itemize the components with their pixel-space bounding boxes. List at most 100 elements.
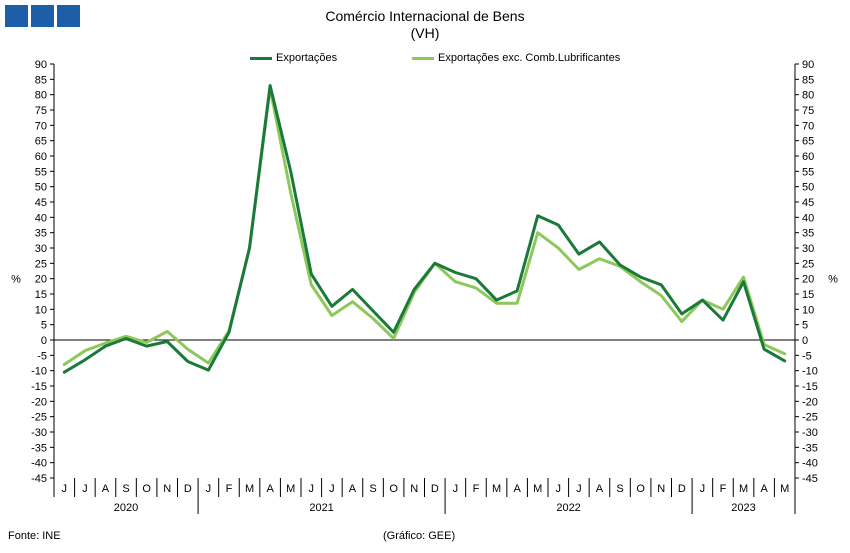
y-tick-label-right: 35 bbox=[802, 228, 814, 240]
y-tick-label-left: -40 bbox=[31, 458, 47, 470]
chart-subtitle: (VH) bbox=[410, 25, 440, 41]
x-tick-label: J bbox=[206, 483, 212, 495]
legend-item-exports: Exportações bbox=[250, 52, 337, 64]
x-tick-label: A bbox=[596, 483, 604, 495]
x-tick-label: J bbox=[453, 483, 459, 495]
y-tick-label-right: 65 bbox=[802, 136, 814, 148]
year-label: 2022 bbox=[556, 502, 580, 514]
y-tick-label-left: 50 bbox=[35, 182, 47, 194]
x-tick-label: O bbox=[142, 483, 151, 495]
x-tick-label: S bbox=[369, 483, 376, 495]
y-tick-label-left: -15 bbox=[31, 381, 47, 393]
x-tick-label: A bbox=[513, 483, 521, 495]
y-tick-label-left: -35 bbox=[31, 442, 47, 454]
x-tick-label: A bbox=[102, 483, 110, 495]
y-tick-label-left: 20 bbox=[35, 274, 47, 286]
legend-swatch-exports bbox=[250, 56, 272, 60]
x-tick-label: O bbox=[389, 483, 398, 495]
x-tick-label: J bbox=[309, 483, 315, 495]
y-tick-label-right: 15 bbox=[802, 289, 814, 301]
legend-label-exports: Exportações bbox=[276, 52, 338, 64]
x-tick-label: A bbox=[760, 483, 768, 495]
y-tick-label-left: 75 bbox=[35, 105, 47, 117]
year-label: 2023 bbox=[731, 502, 755, 514]
x-tick-label: A bbox=[349, 483, 357, 495]
chart-title-block: Comércio Internacional de Bens (VH) bbox=[0, 8, 850, 42]
y-tick-label-right: 20 bbox=[802, 274, 814, 286]
y-tick-label-right: -45 bbox=[802, 473, 818, 485]
legend-swatch-exports-ex-fuel bbox=[412, 56, 434, 60]
x-tick-label: J bbox=[82, 483, 88, 495]
x-tick-label: M bbox=[286, 483, 295, 495]
year-label: 2021 bbox=[309, 502, 333, 514]
y-tick-label-right: 75 bbox=[802, 105, 814, 117]
y-tick-label-left: 0 bbox=[41, 335, 47, 347]
y-tick-label-left: -10 bbox=[31, 366, 47, 378]
x-tick-label: O bbox=[636, 483, 645, 495]
y-tick-label-right: -5 bbox=[802, 350, 812, 362]
x-tick-label: J bbox=[62, 483, 68, 495]
y-tick-label-right: 85 bbox=[802, 74, 814, 86]
x-tick-label: M bbox=[533, 483, 542, 495]
x-tick-label: D bbox=[431, 483, 439, 495]
y-tick-label-right: 0 bbox=[802, 335, 808, 347]
y-tick-label-left: 85 bbox=[35, 74, 47, 86]
y-tick-label-left: 70 bbox=[35, 120, 47, 132]
gee-logo bbox=[5, 5, 80, 27]
y-tick-label-right: 60 bbox=[802, 151, 814, 163]
y-tick-label-right: 90 bbox=[802, 59, 814, 71]
y-tick-label-right: -30 bbox=[802, 427, 818, 439]
x-tick-label: S bbox=[122, 483, 129, 495]
x-tick-label: F bbox=[720, 483, 727, 495]
logo-block bbox=[5, 5, 28, 27]
y-tick-label-left: 80 bbox=[35, 90, 47, 102]
x-tick-label: J bbox=[556, 483, 562, 495]
credit-note: (Gráfico: GEE) bbox=[383, 530, 456, 542]
x-tick-label: J bbox=[700, 483, 706, 495]
y-tick-label-right: 40 bbox=[802, 212, 814, 224]
x-tick-label: J bbox=[576, 483, 582, 495]
x-tick-label: M bbox=[492, 483, 501, 495]
y-tick-label-left: 60 bbox=[35, 151, 47, 163]
x-tick-label: M bbox=[245, 483, 254, 495]
y-tick-label-left: 5 bbox=[41, 320, 47, 332]
x-tick-label: N bbox=[657, 483, 665, 495]
legend-item-exports-ex-fuel: Exportações exc. Comb.Lubrificantes bbox=[412, 52, 620, 64]
y-tick-label-right: 10 bbox=[802, 304, 814, 316]
y-tick-label-right: -35 bbox=[802, 442, 818, 454]
x-tick-label: F bbox=[226, 483, 233, 495]
x-tick-label: A bbox=[266, 483, 274, 495]
y-tick-label-left: 25 bbox=[35, 258, 47, 270]
x-tick-label: D bbox=[184, 483, 192, 495]
y-axis-label-right: % bbox=[828, 274, 838, 286]
series-line-exports-ex-fuel bbox=[62, 87, 787, 366]
x-tick-label: D bbox=[678, 483, 686, 495]
y-tick-label-left: 55 bbox=[35, 166, 47, 178]
y-tick-label-left: -45 bbox=[31, 473, 47, 485]
logo-block bbox=[57, 5, 80, 27]
y-tick-label-left: -20 bbox=[31, 396, 47, 408]
y-tick-label-left: 15 bbox=[35, 289, 47, 301]
x-tick-label: M bbox=[780, 483, 789, 495]
x-tick-label: F bbox=[473, 483, 480, 495]
y-tick-label-right: 50 bbox=[802, 182, 814, 194]
y-tick-label-left: 65 bbox=[35, 136, 47, 148]
y-tick-label-left: 90 bbox=[35, 59, 47, 71]
y-tick-label-right: -15 bbox=[802, 381, 818, 393]
y-tick-label-left: -5 bbox=[37, 350, 47, 362]
y-tick-label-left: 40 bbox=[35, 212, 47, 224]
source-note: Fonte: INE bbox=[8, 530, 61, 542]
chart-title: Comércio Internacional de Bens bbox=[325, 8, 525, 24]
x-tick-label: N bbox=[163, 483, 171, 495]
y-tick-label-left: 10 bbox=[35, 304, 47, 316]
y-tick-label-right: 80 bbox=[802, 90, 814, 102]
logo-block bbox=[31, 5, 54, 27]
y-tick-label-left: -30 bbox=[31, 427, 47, 439]
year-label: 2020 bbox=[114, 502, 138, 514]
y-tick-label-right: -10 bbox=[802, 366, 818, 378]
x-tick-label: N bbox=[410, 483, 418, 495]
y-tick-label-left: -25 bbox=[31, 412, 47, 424]
x-tick-label: S bbox=[616, 483, 623, 495]
y-tick-label-right: 70 bbox=[802, 120, 814, 132]
